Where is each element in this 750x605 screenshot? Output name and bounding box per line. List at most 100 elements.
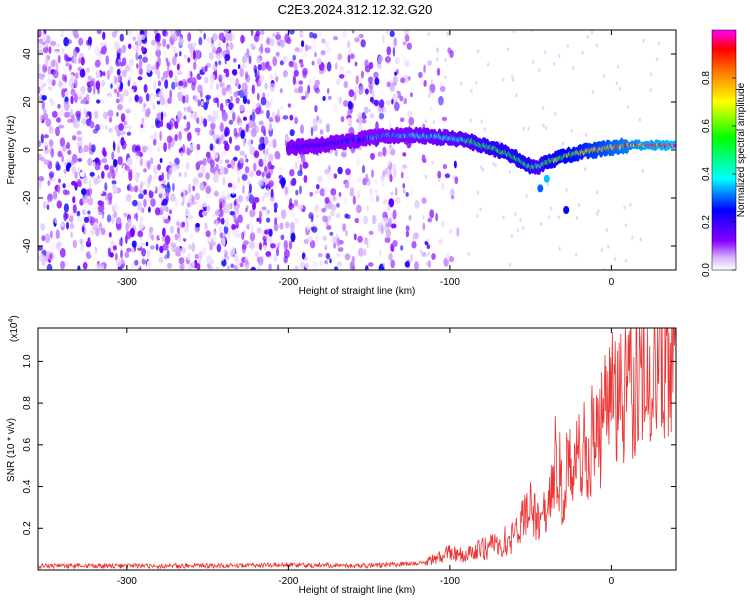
noise-speck [138,193,144,200]
noise-speck [229,32,236,41]
noise-speck [97,200,103,206]
noise-speck [108,196,113,205]
noise-speck [163,101,169,108]
noise-speck [369,187,373,196]
noise-speck [48,74,53,80]
noise-speck [483,127,487,132]
noise-speck [232,185,237,190]
noise-speck [364,265,369,270]
noise-speck [64,213,69,219]
noise-speck [166,43,170,50]
noise-speck [195,222,200,228]
noise-speck [437,262,442,267]
noise-speck [423,80,427,87]
noise-speck [40,223,46,231]
noise-speck [209,129,214,136]
noise-speck [233,91,239,98]
noise-speck [152,103,156,110]
noise-speck [211,115,216,124]
noise-speck [128,171,133,182]
noise-speck [189,113,196,119]
noise-speck [96,30,102,35]
noise-speck [300,95,307,100]
noise-speck [264,100,271,109]
noise-speck [390,148,396,156]
noise-speck [206,205,211,213]
noise-speck [267,209,270,214]
spectrogram-xtick-label: -100 [440,277,460,288]
noise-speck [354,61,358,67]
noise-speck [356,157,360,167]
noise-speck [186,121,191,131]
noise-speck [408,214,412,221]
noise-speck [87,85,92,94]
colorbar-tick-label: 0.6 [701,119,712,133]
noise-speck [360,70,364,79]
noise-speck [47,65,52,75]
noise-speck [140,181,145,187]
noise-speck [275,76,279,83]
noise-speck [100,42,105,47]
noise-speck [229,202,233,210]
noise-speck [138,188,144,194]
noise-speck [162,179,166,185]
noise-speck [340,82,344,89]
noise-speck [169,161,172,166]
noise-speck [183,81,189,88]
noise-speck [55,62,59,71]
noise-speck [400,171,404,179]
noise-speck [182,143,185,154]
noise-speck [240,130,245,139]
noise-speck [393,169,397,178]
snr-ytick-label: 0.2 [22,521,33,535]
noise-speck [141,145,147,153]
noise-speck [444,173,451,179]
noise-speck [353,92,357,101]
noise-speck [279,222,284,230]
noise-speck [289,198,293,207]
noise-speck [372,84,378,95]
noise-speck [221,111,228,122]
noise-speck [508,262,512,267]
noise-speck [187,244,192,250]
noise-speck [255,170,262,177]
noise-speck [53,50,60,55]
noise-speck [267,93,271,97]
noise-speck [102,31,106,40]
noise-speck [307,84,311,94]
noise-speck [287,103,292,108]
noise-speck [168,141,171,150]
noise-speck [347,54,351,64]
noise-speck [114,88,117,94]
noise-speck [167,262,173,269]
noise-speck [410,253,413,263]
noise-speck [394,101,400,112]
noise-speck [614,257,617,262]
noise-speck [119,33,125,42]
noise-speck [74,119,80,129]
noise-speck [257,64,262,71]
noise-speck [444,58,447,62]
noise-speck [88,111,92,121]
noise-speck [314,79,320,86]
noise-speck [61,48,65,55]
noise-speck [179,263,185,270]
noise-speck [240,231,244,240]
noise-speck [334,149,338,157]
noise-speck [176,164,180,170]
noise-speck [375,121,379,131]
noise-speck [626,105,629,110]
noise-speck [150,198,156,207]
noise-speck [78,37,84,46]
snr-multiplier-close: ) [9,315,20,318]
noise-speck [137,46,140,57]
noise-speck [100,98,105,105]
noise-speck [220,74,226,79]
noise-speck [249,232,256,242]
noise-speck [221,87,227,96]
noise-speck [105,125,108,130]
noise-speck [200,165,206,175]
noise-speck [196,117,200,124]
noise-speck [400,77,406,84]
noise-speck [65,55,70,63]
